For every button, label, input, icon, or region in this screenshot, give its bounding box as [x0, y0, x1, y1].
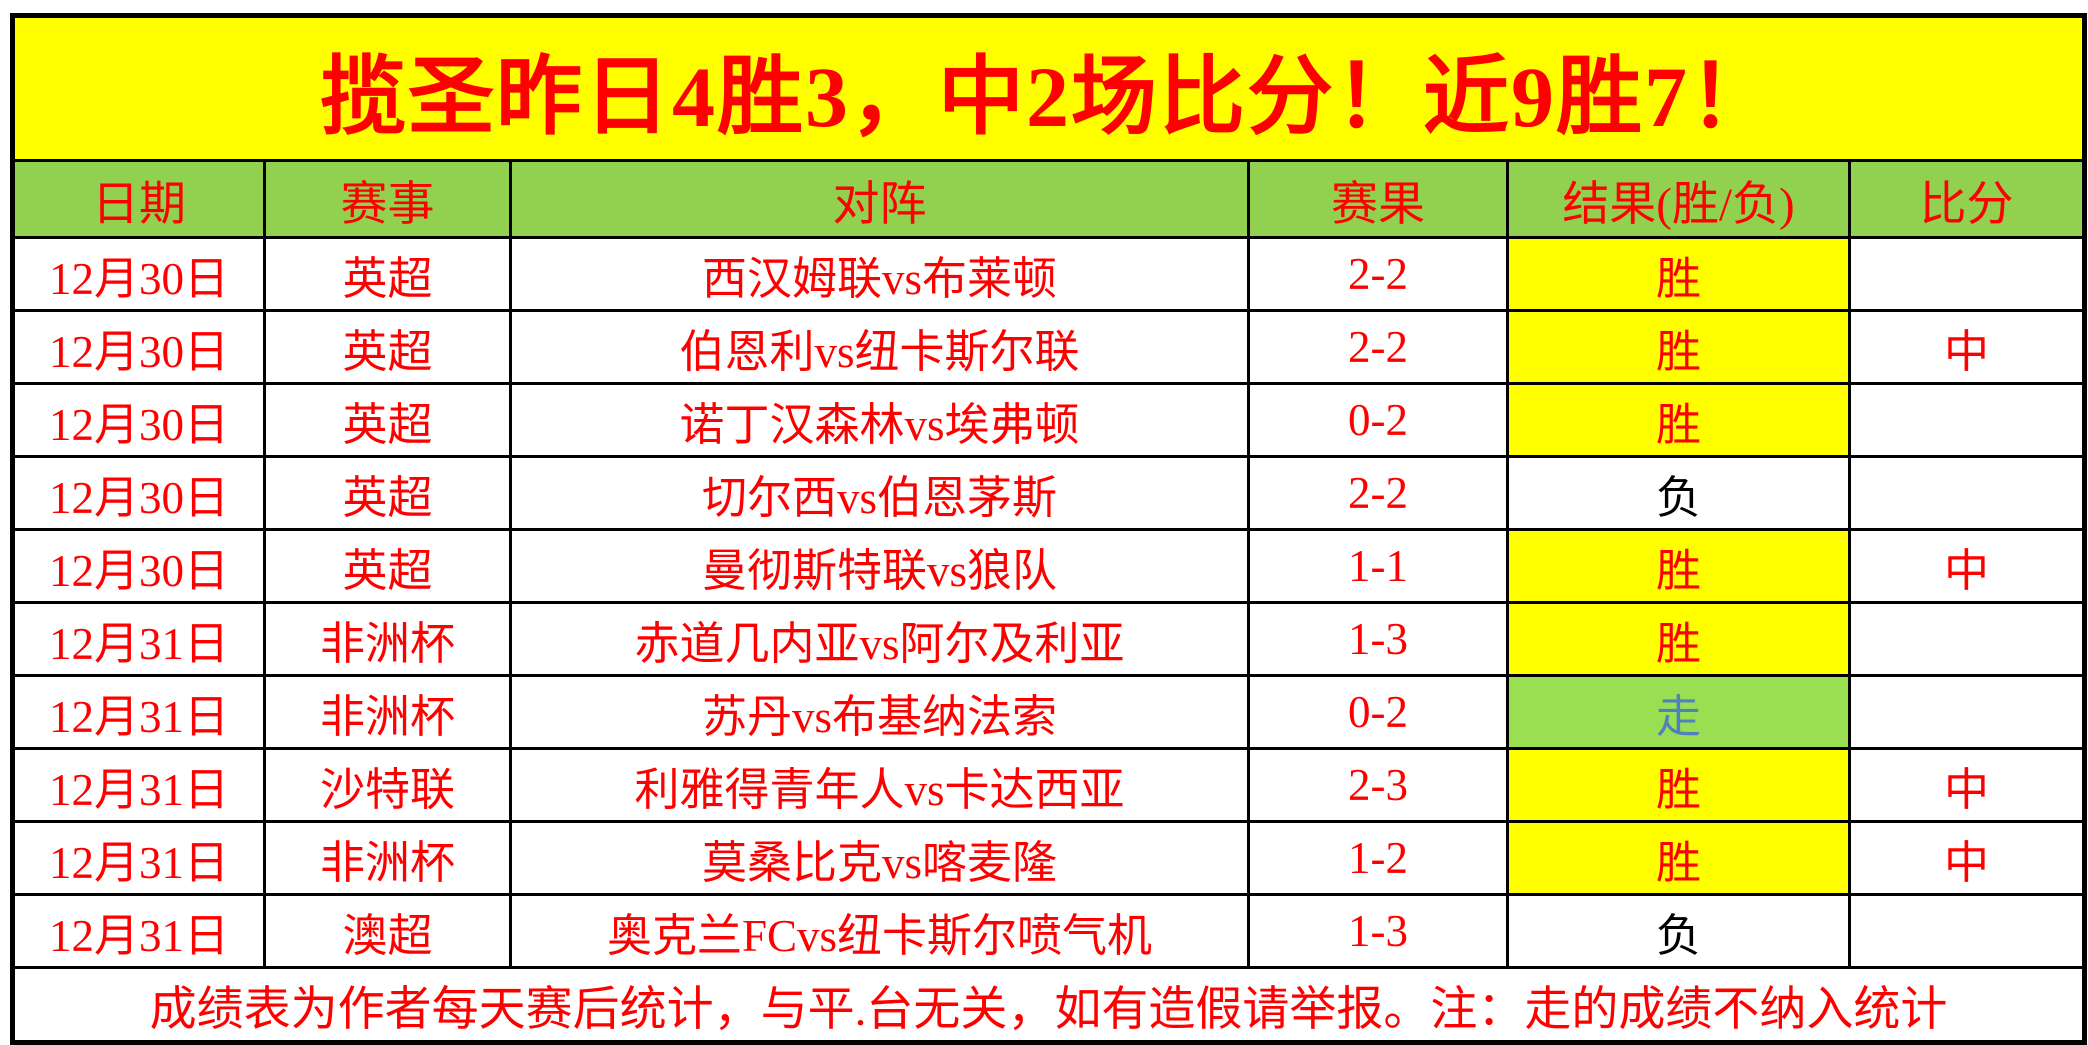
match-cell: 利雅得青年人vs卡达西亚 — [509, 747, 1250, 823]
league-cell: 沙特联 — [263, 747, 512, 823]
table-row: 12月31日 澳超 奥克兰FCvs纽卡斯尔喷气机 1-3 负 — [11, 893, 2087, 969]
match-cell: 莫桑比克vs喀麦隆 — [509, 820, 1250, 896]
footer-row: 成绩表为作者每天赛后统计，与平.台无关，如有造假请举报。注：走的成绩不纳入统计 — [10, 966, 2087, 1044]
match-cell: 奥克兰FCvs纽卡斯尔喷气机 — [509, 893, 1250, 969]
column-header-match: 对阵 — [509, 159, 1250, 239]
date-cell: 12月31日 — [11, 747, 266, 823]
table-row: 12月30日 英超 曼彻斯特联vs狼队 1-1 胜中 — [11, 528, 2087, 604]
footer-note: 成绩表为作者每天赛后统计，与平.台无关，如有造假请举报。注：走的成绩不纳入统计 — [10, 966, 2087, 1044]
match-cell: 苏丹vs布基纳法索 — [509, 674, 1250, 750]
league-cell: 英超 — [263, 455, 512, 531]
date-cell: 12月31日 — [11, 893, 266, 969]
league-cell: 非洲杯 — [263, 820, 512, 896]
score-cell: 1-3 — [1247, 893, 1509, 969]
table-row: 12月31日 非洲杯 莫桑比克vs喀麦隆 1-2 胜中 — [11, 820, 2087, 896]
table-row: 12月31日 沙特联 利雅得青年人vs卡达西亚 2-3 胜中 — [11, 747, 2087, 823]
column-header-league: 赛事 — [263, 159, 512, 239]
league-cell: 澳超 — [263, 893, 512, 969]
match-cell: 赤道几内亚vs阿尔及利亚 — [509, 601, 1250, 677]
result-cell: 胜 — [1506, 601, 1851, 677]
result-cell: 胜 — [1506, 528, 1851, 604]
result-cell: 负 — [1506, 455, 1851, 531]
result-cell: 胜 — [1506, 309, 1851, 385]
score-cell: 1-3 — [1247, 601, 1509, 677]
hit-cell: 中 — [1847, 820, 2087, 896]
result-cell: 负 — [1506, 893, 1851, 969]
date-cell: 12月30日 — [11, 528, 266, 604]
match-cell: 西汉姆联vs布莱顿 — [509, 236, 1250, 312]
hit-cell — [1847, 674, 2087, 750]
league-cell: 英超 — [263, 382, 512, 458]
league-cell: 非洲杯 — [263, 674, 512, 750]
table-row: 12月30日 英超 伯恩利vs纽卡斯尔联 2-2 胜中 — [11, 309, 2087, 385]
result-cell: 胜 — [1506, 382, 1851, 458]
table-row: 12月31日 非洲杯 赤道几内亚vs阿尔及利亚 1-3 胜 — [11, 601, 2087, 677]
column-header-hit: 比分 — [1847, 159, 2087, 239]
table-row: 12月30日 英超 切尔西vs伯恩茅斯 2-2 负 — [11, 455, 2087, 531]
score-cell: 1-1 — [1247, 528, 1509, 604]
score-cell: 2-2 — [1247, 309, 1509, 385]
column-header-score: 赛果 — [1247, 159, 1509, 239]
results-sheet: 揽圣昨日4胜3，中2场比分！近9胜7！ 日期 赛事 对阵 赛果 结果(胜/负) … — [10, 13, 2088, 1045]
date-cell: 12月31日 — [11, 820, 266, 896]
hit-cell — [1847, 455, 2087, 531]
result-cell: 胜 — [1506, 236, 1851, 312]
result-cell: 胜 — [1506, 820, 1851, 896]
table-body: 12月30日 英超 西汉姆联vs布莱顿 2-2 胜 12月30日 英超 伯恩利vs纽卡斯尔联 2… — [11, 236, 2087, 969]
league-cell: 英超 — [263, 528, 512, 604]
score-cell: 0-2 — [1247, 674, 1509, 750]
score-cell: 0-2 — [1247, 382, 1509, 458]
hit-cell: 中 — [1847, 747, 2087, 823]
match-cell: 切尔西vs伯恩茅斯 — [509, 455, 1250, 531]
match-cell: 曼彻斯特联vs狼队 — [509, 528, 1250, 604]
results-table: 揽圣昨日4胜3，中2场比分！近9胜7！ 日期 赛事 对阵 赛果 结果(胜/负) … — [10, 13, 2088, 1045]
hit-cell — [1847, 601, 2087, 677]
hit-cell: 中 — [1847, 309, 2087, 385]
score-cell: 2-3 — [1247, 747, 1509, 823]
table-row: 12月30日 英超 西汉姆联vs布莱顿 2-2 胜 — [11, 236, 2087, 312]
result-cell: 走 — [1506, 674, 1851, 750]
column-header-result: 结果(胜/负) — [1506, 159, 1851, 239]
column-header-date: 日期 — [11, 159, 266, 239]
date-cell: 12月31日 — [11, 674, 266, 750]
date-cell: 12月30日 — [11, 455, 266, 531]
table-row: 12月31日 非洲杯 苏丹vs布基纳法索 0-2 走 — [11, 674, 2087, 750]
score-cell: 2-2 — [1247, 455, 1509, 531]
league-cell: 英超 — [263, 236, 512, 312]
banner-row: 揽圣昨日4胜3，中2场比分！近9胜7！ — [10, 14, 2087, 162]
league-cell: 英超 — [263, 309, 512, 385]
hit-cell — [1847, 382, 2087, 458]
result-cell: 胜 — [1506, 747, 1851, 823]
table-row: 12月30日 英超 诺丁汉森林vs埃弗顿 0-2 胜 — [11, 382, 2087, 458]
hit-cell — [1847, 236, 2087, 312]
score-cell: 2-2 — [1247, 236, 1509, 312]
page-title: 揽圣昨日4胜3，中2场比分！近9胜7！ — [10, 14, 2087, 162]
hit-cell — [1847, 893, 2087, 969]
table-header-row: 日期 赛事 对阵 赛果 结果(胜/负) 比分 — [11, 159, 2087, 239]
match-cell: 伯恩利vs纽卡斯尔联 — [509, 309, 1250, 385]
date-cell: 12月31日 — [11, 601, 266, 677]
date-cell: 12月30日 — [11, 309, 266, 385]
hit-cell: 中 — [1847, 528, 2087, 604]
league-cell: 非洲杯 — [263, 601, 512, 677]
match-cell: 诺丁汉森林vs埃弗顿 — [509, 382, 1250, 458]
score-cell: 1-2 — [1247, 820, 1509, 896]
date-cell: 12月30日 — [11, 382, 266, 458]
date-cell: 12月30日 — [11, 236, 266, 312]
